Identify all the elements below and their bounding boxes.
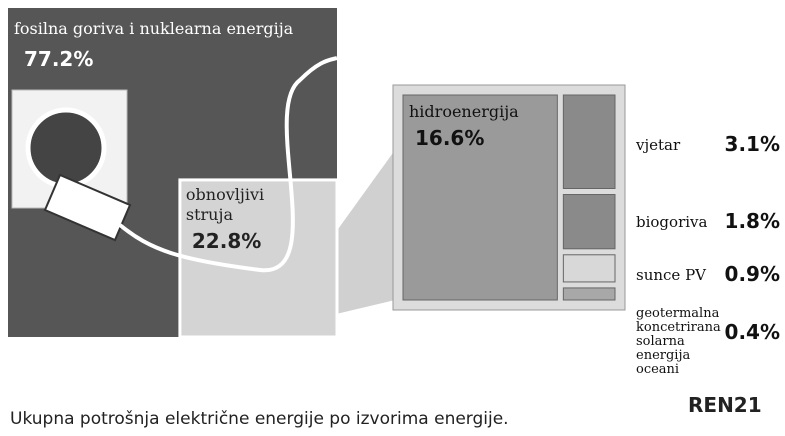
value-label: 16.6% bbox=[415, 126, 484, 150]
segment bbox=[562, 254, 616, 283]
value-label: 0.9% bbox=[725, 262, 780, 286]
segment-label: koncetrirana bbox=[636, 320, 721, 335]
plug bbox=[43, 173, 132, 242]
value-label: 77.2% bbox=[24, 47, 93, 71]
segment-label: energija bbox=[636, 348, 690, 363]
segment-label: obnovljivi bbox=[186, 185, 264, 204]
segment-label: biogoriva bbox=[636, 213, 708, 231]
cable bbox=[118, 56, 338, 273]
value-label: 3.1% bbox=[725, 132, 780, 156]
segment bbox=[402, 94, 558, 301]
segment-label: solarna bbox=[636, 334, 685, 349]
segment-label: hidroenergija bbox=[409, 102, 519, 121]
segment bbox=[178, 178, 339, 339]
segment-label: vjetar bbox=[635, 136, 681, 154]
segment-label: geotermalna bbox=[636, 306, 720, 321]
segment bbox=[562, 287, 616, 301]
socket bbox=[25, 107, 107, 189]
caption: Ukupna potrošnja električne energije po … bbox=[10, 409, 509, 429]
segment-label: fosilna goriva i nuklearna energija bbox=[14, 19, 294, 38]
segment bbox=[562, 94, 616, 189]
segment-label: sunce PV bbox=[636, 266, 707, 284]
segment bbox=[562, 194, 616, 250]
logo: REN21 bbox=[688, 393, 762, 417]
value-label: 22.8% bbox=[192, 229, 261, 253]
marks: fosilna goriva i nuklearna energija 77.2%… bbox=[8, 8, 780, 377]
plug-illustration bbox=[11, 56, 338, 273]
segment-label: oceani bbox=[636, 362, 679, 377]
value-label: 1.8% bbox=[725, 209, 780, 233]
value-label: 0.4% bbox=[725, 320, 780, 344]
segment-label: struja bbox=[186, 205, 234, 224]
